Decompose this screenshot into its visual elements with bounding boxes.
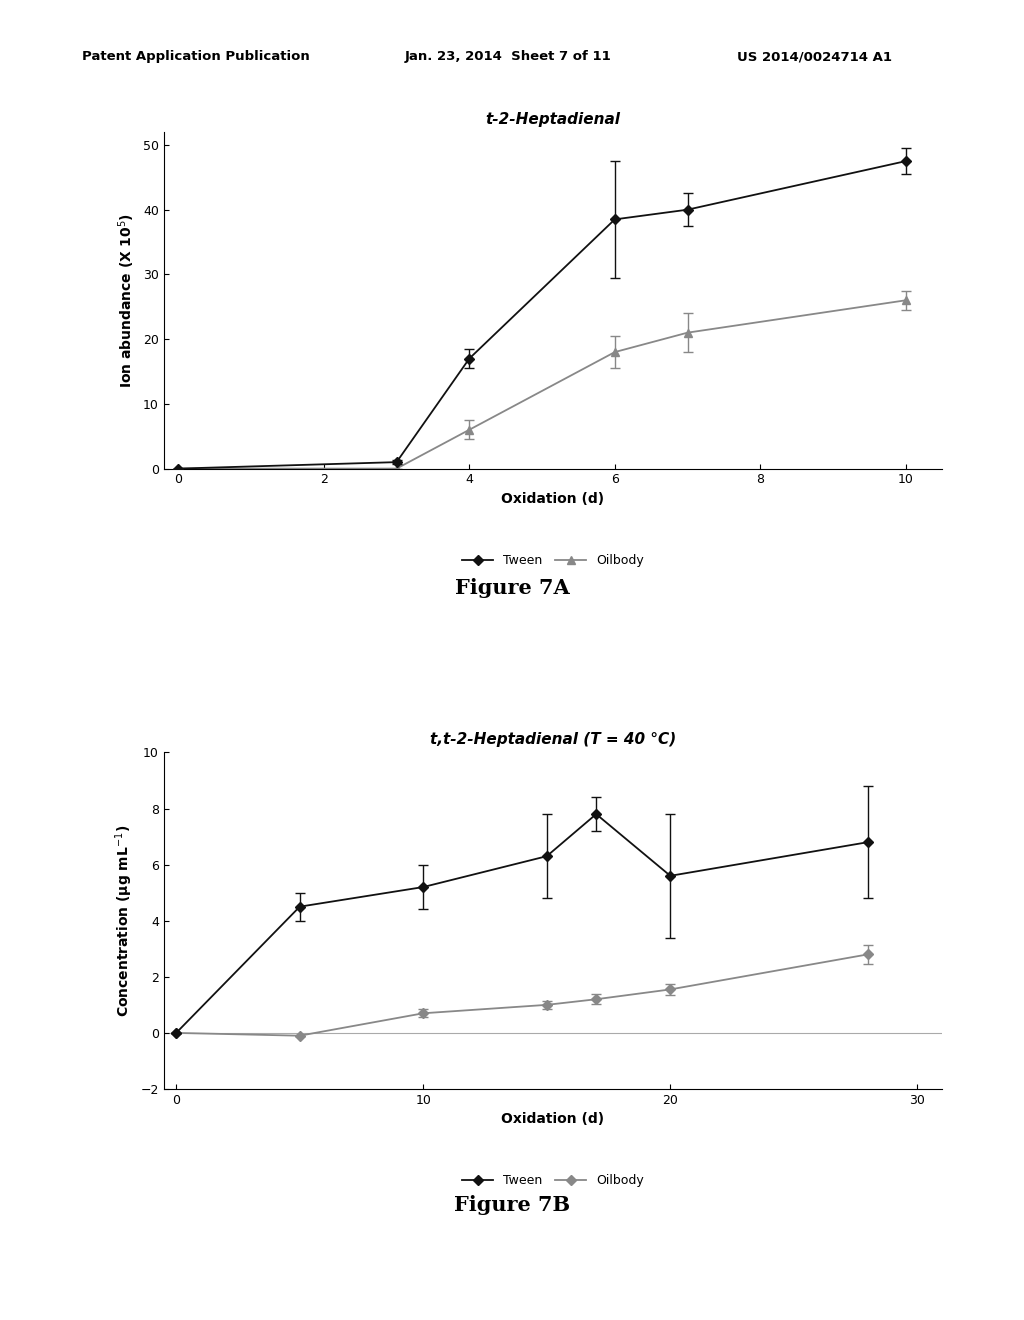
Legend: Tween, Oilbody: Tween, Oilbody	[457, 1170, 649, 1192]
Text: Jan. 23, 2014  Sheet 7 of 11: Jan. 23, 2014 Sheet 7 of 11	[404, 50, 611, 63]
X-axis label: Oxidation (d): Oxidation (d)	[502, 492, 604, 506]
Y-axis label: Ion abundance (X 10$^5$): Ion abundance (X 10$^5$)	[117, 213, 137, 388]
Text: Figure 7A: Figure 7A	[455, 578, 569, 598]
Title: t-2-Heptadienal: t-2-Heptadienal	[485, 112, 621, 127]
Text: Figure 7B: Figure 7B	[454, 1195, 570, 1214]
Text: US 2014/0024714 A1: US 2014/0024714 A1	[737, 50, 892, 63]
X-axis label: Oxidation (d): Oxidation (d)	[502, 1113, 604, 1126]
Title: t,t-2-Heptadienal (T = 40 °C): t,t-2-Heptadienal (T = 40 °C)	[430, 733, 676, 747]
Y-axis label: Concentration (μg mL$^{-1}$): Concentration (μg mL$^{-1}$)	[114, 825, 135, 1016]
Text: Patent Application Publication: Patent Application Publication	[82, 50, 309, 63]
Legend: Tween, Oilbody: Tween, Oilbody	[457, 549, 649, 572]
